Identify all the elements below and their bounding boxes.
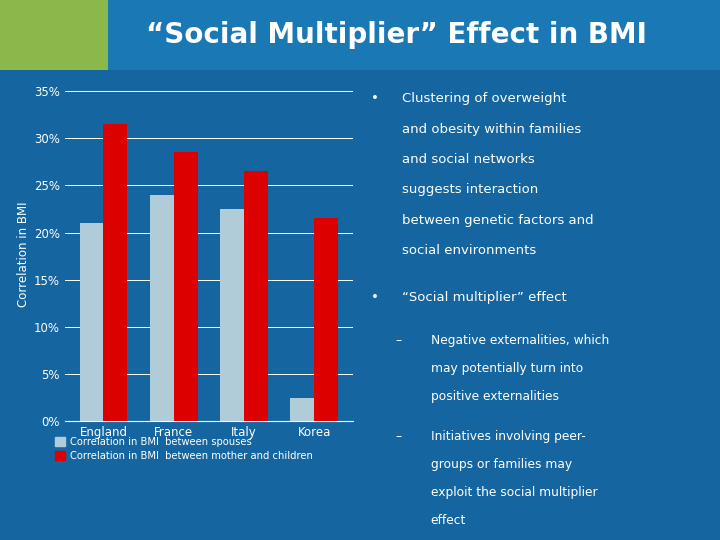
- Text: and social networks: and social networks: [402, 153, 535, 166]
- Text: Initiatives involving peer-: Initiatives involving peer-: [431, 430, 585, 443]
- Text: Clustering of overweight: Clustering of overweight: [402, 92, 567, 105]
- Text: positive externalities: positive externalities: [431, 390, 559, 403]
- Legend: Correlation in BMI  between spouses, Correlation in BMI  between mother and chil: Correlation in BMI between spouses, Corr…: [55, 437, 313, 461]
- Bar: [104, 124, 127, 421]
- Bar: [314, 219, 338, 421]
- Bar: [290, 397, 314, 421]
- Bar: [244, 171, 268, 421]
- Text: and obesity within families: and obesity within families: [402, 123, 582, 136]
- Text: “Social Multiplier” Effect in BMI: “Social Multiplier” Effect in BMI: [145, 21, 647, 49]
- Y-axis label: Correlation in BMI: Correlation in BMI: [17, 201, 30, 307]
- Text: –: –: [395, 334, 402, 347]
- Text: “Social multiplier” effect: “Social multiplier” effect: [402, 291, 567, 304]
- Text: –: –: [395, 430, 402, 443]
- Text: may potentially turn into: may potentially turn into: [431, 362, 582, 375]
- Text: •: •: [371, 92, 379, 105]
- Text: exploit the social multiplier: exploit the social multiplier: [431, 486, 597, 499]
- Text: Negative externalities, which: Negative externalities, which: [431, 334, 609, 347]
- Text: effect: effect: [431, 514, 466, 526]
- Bar: [150, 195, 174, 421]
- Bar: [0, 0, 108, 70]
- Text: between genetic factors and: between genetic factors and: [402, 214, 594, 227]
- Text: suggests interaction: suggests interaction: [402, 184, 539, 197]
- Bar: [174, 152, 197, 421]
- Text: social environments: social environments: [402, 244, 536, 257]
- Bar: [108, 0, 720, 70]
- Bar: [220, 209, 244, 421]
- Text: groups or families may: groups or families may: [431, 458, 572, 471]
- Bar: [79, 223, 104, 421]
- Text: •: •: [371, 291, 379, 304]
